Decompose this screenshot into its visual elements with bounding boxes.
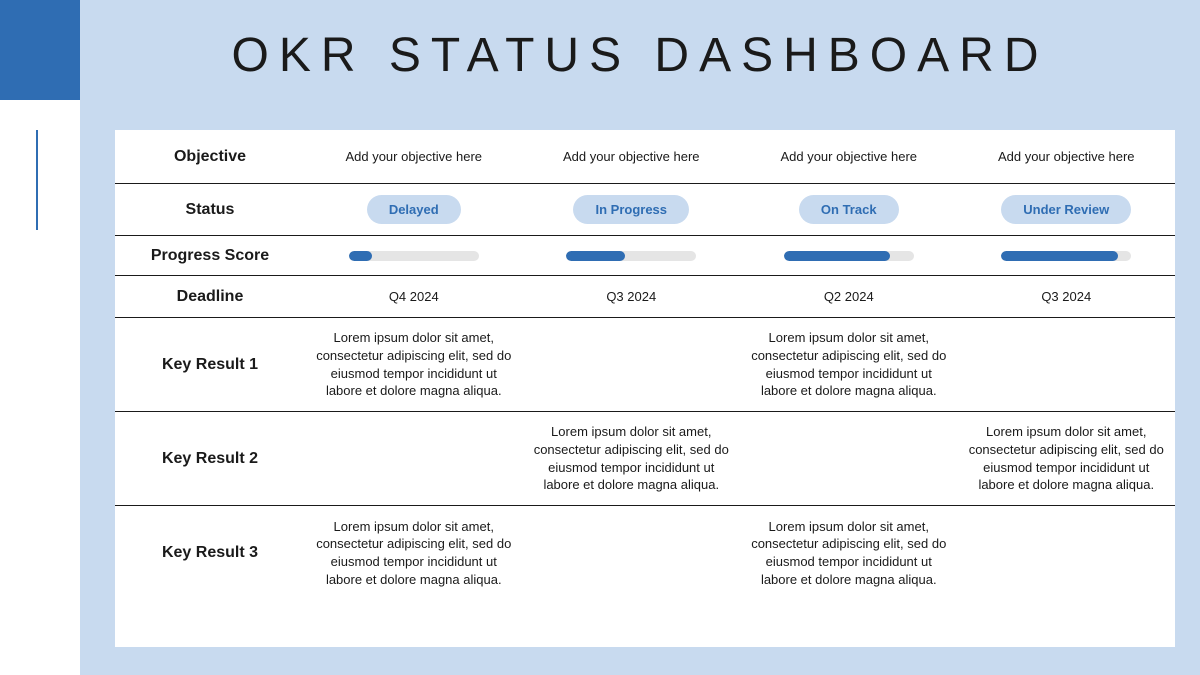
kr-cell	[958, 357, 1176, 373]
objective-cell: Add your objective here	[523, 140, 741, 174]
okr-table: Objective Add your objective here Add yo…	[115, 130, 1175, 647]
row-label-progress: Progress Score	[115, 239, 305, 273]
progress-bar	[566, 251, 696, 261]
deadline-cell: Q4 2024	[305, 280, 523, 314]
row-kr3: Key Result 3 Lorem ipsum dolor sit amet,…	[115, 506, 1175, 600]
row-objective: Objective Add your objective here Add yo…	[115, 130, 1175, 184]
side-accent-line	[36, 130, 38, 230]
progress-fill	[1001, 251, 1118, 261]
status-cell: Delayed	[305, 187, 523, 233]
kr-cell: Lorem ipsum dolor sit amet, consectetur …	[740, 321, 958, 407]
status-badge: Delayed	[367, 195, 461, 225]
row-progress: Progress Score	[115, 236, 1175, 276]
progress-cell	[305, 243, 523, 269]
progress-fill	[784, 251, 891, 261]
row-kr2: Key Result 2 Lorem ipsum dolor sit amet,…	[115, 412, 1175, 506]
row-label-kr3: Key Result 3	[115, 536, 305, 570]
kr-cell: Lorem ipsum dolor sit amet, consectetur …	[523, 415, 741, 501]
status-cell: In Progress	[523, 187, 741, 233]
progress-cell	[740, 243, 958, 269]
deadline-cell: Q3 2024	[523, 280, 741, 314]
progress-fill	[349, 251, 372, 261]
progress-bar	[349, 251, 479, 261]
objective-cell: Add your objective here	[740, 140, 958, 174]
side-label: OKR PLANNING INFOGRAPHIC	[16, 230, 56, 645]
progress-bar	[1001, 251, 1131, 261]
progress-cell	[523, 243, 741, 269]
row-label-kr1: Key Result 1	[115, 348, 305, 382]
kr-cell	[305, 451, 523, 467]
objective-cell: Add your objective here	[305, 140, 523, 174]
kr-cell: Lorem ipsum dolor sit amet, consectetur …	[305, 321, 523, 407]
objective-cell: Add your objective here	[958, 140, 1176, 174]
status-cell: On Track	[740, 187, 958, 233]
row-label-objective: Objective	[115, 140, 305, 174]
kr-cell: Lorem ipsum dolor sit amet, consectetur …	[740, 510, 958, 596]
deadline-cell: Q3 2024	[958, 280, 1176, 314]
progress-cell	[958, 243, 1176, 269]
kr-cell	[523, 545, 741, 561]
kr-cell	[958, 545, 1176, 561]
status-cell: Under Review	[958, 187, 1176, 233]
kr-cell: Lorem ipsum dolor sit amet, consectetur …	[305, 510, 523, 596]
status-badge: In Progress	[573, 195, 689, 225]
row-status: Status Delayed In Progress On Track Unde…	[115, 184, 1175, 236]
progress-fill	[566, 251, 625, 261]
status-badge: On Track	[799, 195, 899, 225]
page-title: OKR STATUS DASHBOARD	[80, 28, 1200, 83]
kr-cell	[740, 451, 958, 467]
row-deadline: Deadline Q4 2024 Q3 2024 Q2 2024 Q3 2024	[115, 276, 1175, 318]
accent-corner-block	[0, 0, 80, 100]
row-label-kr2: Key Result 2	[115, 442, 305, 476]
deadline-cell: Q2 2024	[740, 280, 958, 314]
progress-bar	[784, 251, 914, 261]
kr-cell: Lorem ipsum dolor sit amet, consectetur …	[958, 415, 1176, 501]
status-badge: Under Review	[1001, 195, 1131, 225]
kr-cell	[523, 357, 741, 373]
row-label-status: Status	[115, 193, 305, 227]
row-kr1: Key Result 1 Lorem ipsum dolor sit amet,…	[115, 318, 1175, 412]
row-label-deadline: Deadline	[115, 280, 305, 314]
